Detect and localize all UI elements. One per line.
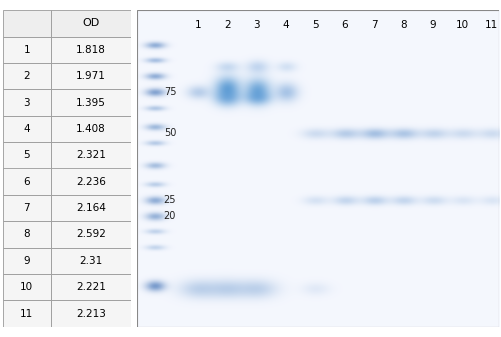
Bar (51, 301, 130, 327)
Text: 7: 7 (24, 203, 30, 213)
Bar (3, 248, 51, 274)
Text: 1.971: 1.971 (76, 71, 106, 81)
Text: 1.395: 1.395 (76, 97, 106, 108)
Text: 7: 7 (370, 20, 377, 30)
Text: 2.31: 2.31 (79, 256, 102, 266)
Text: 2.236: 2.236 (76, 177, 106, 187)
Text: 3: 3 (253, 20, 260, 30)
Bar (51, 274, 130, 301)
Text: 2.164: 2.164 (76, 203, 106, 213)
Bar (3, 63, 51, 89)
Text: OD: OD (82, 18, 99, 28)
Text: 1.408: 1.408 (76, 124, 106, 134)
Text: 2: 2 (224, 20, 230, 30)
Text: 1.818: 1.818 (76, 45, 106, 55)
Bar (51, 116, 130, 142)
Text: 25: 25 (163, 195, 176, 205)
Text: 10: 10 (455, 20, 468, 30)
Text: 2.592: 2.592 (76, 229, 106, 240)
Text: 5: 5 (312, 20, 318, 30)
Text: 5: 5 (24, 150, 30, 160)
Text: 50: 50 (163, 128, 176, 138)
Bar (3, 195, 51, 221)
Text: 2.221: 2.221 (76, 282, 106, 292)
Bar (51, 142, 130, 168)
Text: 2.213: 2.213 (76, 309, 106, 319)
Bar (51, 89, 130, 116)
Text: 75: 75 (163, 87, 176, 97)
Bar (51, 195, 130, 221)
Bar (3, 301, 51, 327)
Text: 8: 8 (24, 229, 30, 240)
Text: 6: 6 (24, 177, 30, 187)
Text: 11: 11 (20, 309, 34, 319)
Bar (3, 116, 51, 142)
Text: 4: 4 (283, 20, 289, 30)
Text: 10: 10 (20, 282, 34, 292)
Text: 3: 3 (24, 97, 30, 108)
Text: 4: 4 (24, 124, 30, 134)
Text: 1: 1 (24, 45, 30, 55)
Text: 9: 9 (24, 256, 30, 266)
Text: 11: 11 (484, 20, 497, 30)
Bar (3, 142, 51, 168)
Text: 2.321: 2.321 (76, 150, 106, 160)
Bar (51, 10, 130, 36)
Bar (3, 36, 51, 63)
Text: 9: 9 (429, 20, 435, 30)
Text: 1: 1 (194, 20, 201, 30)
Bar (51, 36, 130, 63)
Bar (51, 221, 130, 248)
Text: 6: 6 (341, 20, 348, 30)
Text: 2: 2 (24, 71, 30, 81)
Bar (51, 168, 130, 195)
Bar (3, 274, 51, 301)
Bar (3, 10, 51, 36)
Bar (3, 89, 51, 116)
Bar (3, 221, 51, 248)
Bar (51, 63, 130, 89)
Text: 20: 20 (163, 211, 176, 221)
Bar (3, 168, 51, 195)
Text: 8: 8 (400, 20, 406, 30)
Bar (51, 248, 130, 274)
